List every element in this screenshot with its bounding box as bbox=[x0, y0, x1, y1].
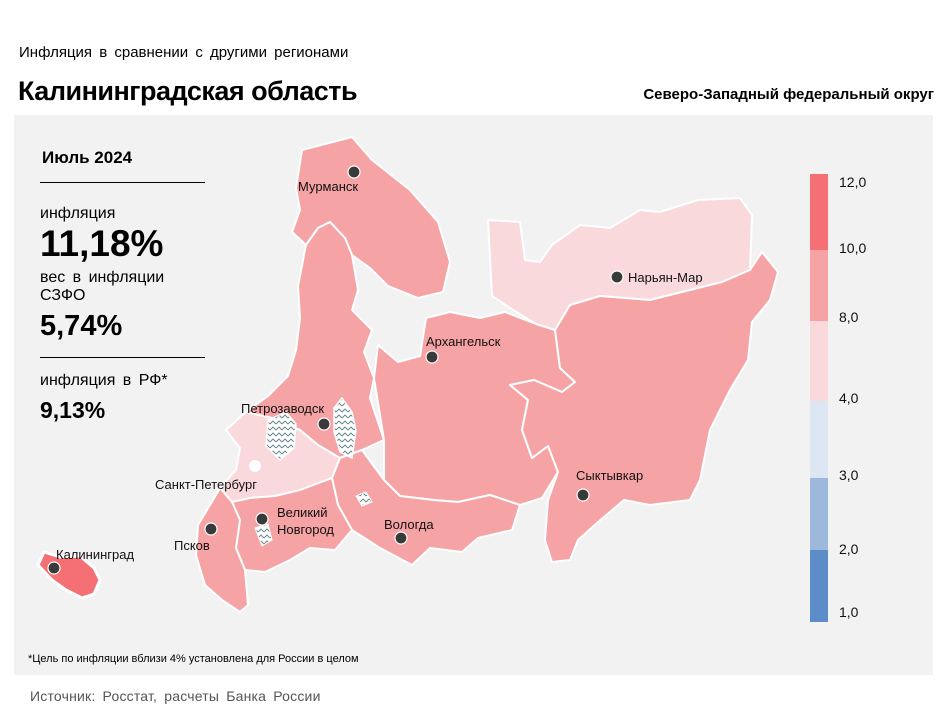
marker-kaliningrad bbox=[47, 561, 61, 575]
period-label: Июль 2024 bbox=[42, 148, 133, 167]
legend-swatch-2-3 bbox=[810, 478, 828, 550]
weight-label: вес в инфляции СЗФО bbox=[40, 269, 165, 304]
legend-tick-10: 10,0 bbox=[839, 240, 866, 256]
label-vologda: Вологда bbox=[384, 517, 434, 532]
region-komi bbox=[509, 251, 779, 563]
stats-block: Июль 2024 инфляция 11,18% вес в инфляции… bbox=[40, 148, 205, 424]
city-region-spb-dot bbox=[249, 460, 261, 472]
marker-pskov bbox=[204, 522, 218, 536]
divider bbox=[40, 357, 205, 358]
marker-murmansk bbox=[347, 165, 361, 179]
label-kaliningrad: Калининград bbox=[56, 547, 134, 562]
page-title: Калининградская область bbox=[18, 76, 358, 106]
label-pskov: Псков bbox=[174, 538, 210, 553]
color-legend: 12,0 10,0 8,0 4,0 3,0 2,0 1,0 bbox=[810, 174, 866, 622]
legend-swatch-3-4 bbox=[810, 401, 828, 478]
label-velikiy-novgorod-2: Новгород bbox=[277, 522, 334, 537]
marker-velikiy-novgorod bbox=[255, 512, 269, 526]
region-murmansk bbox=[291, 136, 451, 299]
federal-district-label: Северо-Западный федеральный округ bbox=[643, 86, 934, 103]
region-karelia bbox=[245, 221, 385, 459]
divider bbox=[40, 182, 205, 183]
russia-inflation-label: инфляция в РФ* bbox=[40, 372, 168, 389]
footnote: *Цель по инфляции вблизи 4% установлена … bbox=[28, 653, 359, 665]
inflation-label: инфляция bbox=[40, 205, 116, 222]
marker-arkhangelsk bbox=[425, 350, 439, 364]
label-arkhangelsk: Архангельск bbox=[426, 334, 501, 349]
label-velikiy-novgorod-1: Великий bbox=[277, 505, 328, 520]
label-murmansk: Мурманск bbox=[298, 179, 358, 194]
city-markers bbox=[47, 165, 624, 575]
legend-swatch-4-8 bbox=[810, 321, 828, 401]
marker-syktyvkar bbox=[576, 488, 590, 502]
label-petrozavodsk: Петрозаводск bbox=[241, 401, 324, 416]
label-naryan-mar: Нарьян-Мар bbox=[628, 270, 703, 285]
label-syktyvkar: Сыктывкар bbox=[576, 468, 643, 483]
legend-tick-1: 1,0 bbox=[839, 604, 859, 620]
legend-swatch-8-10 bbox=[810, 250, 828, 321]
source-note: Источник: Росстат, расчеты Банка России bbox=[30, 688, 321, 704]
legend-tick-8: 8,0 bbox=[839, 309, 859, 325]
lake-onega-hatch bbox=[333, 396, 357, 460]
legend-swatch-above-10 bbox=[810, 174, 828, 250]
inflation-value: 11,18% bbox=[40, 223, 164, 264]
russia-inflation-value: 9,13% bbox=[40, 397, 106, 423]
marker-naryan-mar bbox=[610, 270, 624, 284]
weight-value: 5,74% bbox=[40, 310, 123, 342]
legend-tick-12: 12,0 bbox=[839, 174, 866, 190]
marker-vologda bbox=[394, 531, 408, 545]
legend-tick-3: 3,0 bbox=[839, 467, 859, 483]
hatch-small bbox=[355, 491, 373, 507]
legend-swatch-1-2 bbox=[810, 550, 828, 622]
supertitle: Инфляция в сравнении с другими регионами bbox=[19, 44, 349, 61]
city-region-spb bbox=[265, 411, 297, 462]
legend-tick-2: 2,0 bbox=[839, 541, 859, 557]
legend-tick-4: 4,0 bbox=[839, 390, 859, 406]
marker-petrozavodsk bbox=[317, 417, 331, 431]
region-pskov bbox=[195, 487, 249, 613]
label-spb: Санкт-Петербург bbox=[155, 477, 257, 492]
